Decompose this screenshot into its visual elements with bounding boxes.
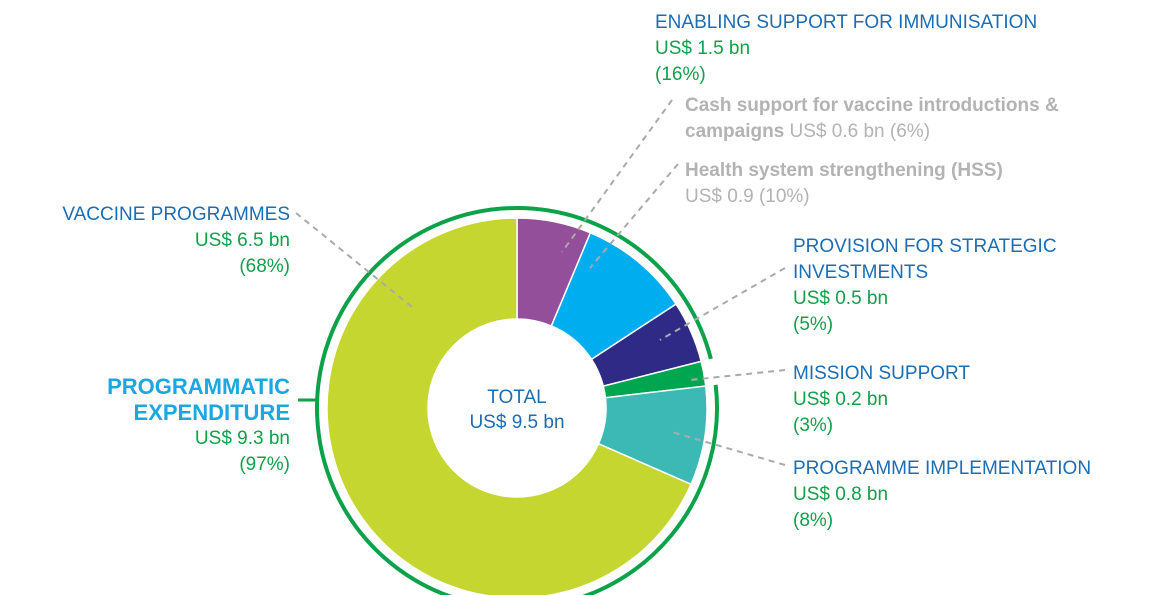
group-value: US$ 1.5 bn bbox=[655, 38, 751, 59]
slice-label: PROGRAMME IMPLEMENTATION US$ 0.8 bn (8%) bbox=[793, 456, 1157, 534]
slice-name: Cash support for vaccine introductions &… bbox=[685, 95, 1059, 142]
group-name: ENABLING SUPPORT FOR IMMUNISATION bbox=[655, 12, 1038, 33]
leader-line bbox=[589, 163, 679, 269]
slice-percent: (8%) bbox=[793, 510, 834, 531]
slice-label: Health system strengthening (HSS) US$ 0.9… bbox=[685, 158, 1135, 210]
group-percent: (97%) bbox=[239, 454, 290, 475]
group-label: ENABLING SUPPORT FOR IMMUNISATION US$ 1.5… bbox=[655, 10, 1155, 88]
group-value: US$ 9.3 bn bbox=[194, 428, 290, 449]
leader-line bbox=[671, 431, 786, 466]
slice-label: Cash support for vaccine introductions &… bbox=[685, 93, 1135, 145]
center-label: TOTAL bbox=[487, 387, 546, 408]
slice-percent: (6%) bbox=[889, 121, 931, 142]
group-arc bbox=[315, 206, 719, 595]
slice-name: Health system strengthening (HSS) bbox=[685, 160, 1003, 181]
slice-label: VACCINE PROGRAMMES US$ 6.5 bn (68%) bbox=[0, 202, 290, 280]
slice-label: MISSION SUPPORT US$ 0.2 bn (3%) bbox=[793, 361, 1133, 439]
leader-line bbox=[689, 369, 786, 381]
slice-value: US$ 6.5 bn bbox=[194, 230, 290, 251]
slice-percent: (10%) bbox=[758, 186, 810, 207]
slice-value: US$ 0.5 bn bbox=[793, 288, 889, 309]
slice-percent: (3%) bbox=[793, 415, 834, 436]
group-name: PROGRAMMATIC EXPENDITURE bbox=[107, 374, 290, 425]
slice-name: VACCINE PROGRAMMES bbox=[62, 204, 290, 225]
center-total: US$ 9.5 bn bbox=[469, 412, 564, 433]
leader-line bbox=[295, 212, 413, 308]
slice-label: PROVISION FOR STRATEGIC INVESTMENTS US$ 0… bbox=[793, 234, 1093, 338]
slice-name: PROGRAMME IMPLEMENTATION bbox=[793, 458, 1092, 479]
group-percent: (16%) bbox=[655, 64, 706, 85]
slice-percent: (68%) bbox=[239, 256, 290, 277]
leader-line bbox=[561, 99, 673, 253]
slice-value: US$ 0.8 bn bbox=[793, 484, 889, 505]
slice bbox=[326, 217, 692, 595]
group-label: PROGRAMMATIC EXPENDITURE US$ 9.3 bn (97%) bbox=[30, 374, 290, 478]
leader-line bbox=[659, 267, 786, 341]
slice-value: US$ 0.2 bn bbox=[793, 389, 889, 410]
slice-value: US$ 0.6 bn bbox=[789, 121, 885, 142]
slice-value: US$ 0.9 bbox=[685, 186, 754, 207]
slice-percent: (5%) bbox=[793, 314, 834, 335]
group-arc bbox=[516, 206, 713, 360]
slice-name: PROVISION FOR STRATEGIC INVESTMENTS bbox=[793, 236, 1057, 283]
slice-name: MISSION SUPPORT bbox=[793, 363, 971, 384]
